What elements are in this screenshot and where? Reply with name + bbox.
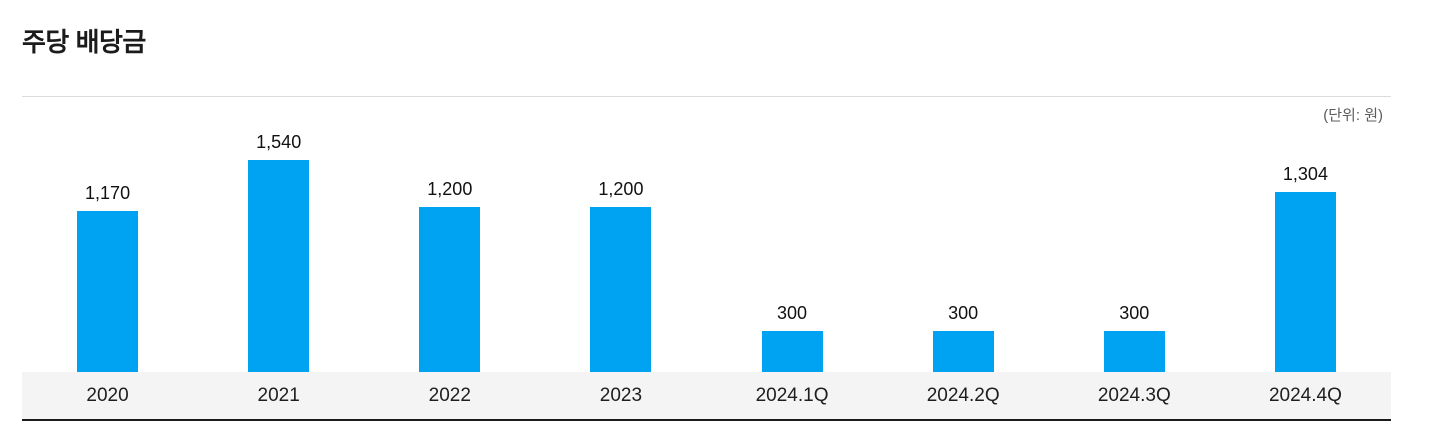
bar-value-label: 1,540 (256, 132, 302, 152)
x-axis-band: 2020 2021 2022 2023 2024.1Q 2024.2Q 2024.3Q 202… (22, 372, 1391, 421)
x-axis-label: 2024.3Q (1097, 384, 1171, 406)
x-axis-label: 2024.2Q (926, 384, 1000, 406)
title-divider (22, 96, 1391, 97)
bar-column: 1,540 (193, 131, 364, 372)
bar-column: 1,200 (535, 178, 706, 372)
bar[interactable] (1274, 192, 1336, 372)
bar-column: 300 (1049, 302, 1220, 372)
bar[interactable] (761, 331, 823, 372)
bar-column: 1,170 (22, 182, 193, 372)
bar-value-label: 1,170 (85, 183, 131, 203)
bar[interactable] (590, 207, 652, 372)
bar-value-label: 1,200 (427, 179, 473, 199)
bar-column: 300 (707, 302, 878, 372)
bar-value-label: 300 (948, 303, 979, 323)
bar[interactable] (248, 160, 310, 372)
bar-value-label: 1,304 (1282, 164, 1328, 184)
bar-value-label: 300 (1119, 303, 1150, 323)
bar[interactable] (77, 211, 139, 372)
bar-value-label: 1,200 (598, 179, 644, 199)
x-axis-label: 2022 (428, 384, 471, 406)
bar-column: 300 (878, 302, 1049, 372)
bar-chart: 1,170 1,540 1,200 1,200 300 300 300 1,304 2020 2… (22, 125, 1391, 421)
x-axis-label: 2024.1Q (755, 384, 829, 406)
x-axis-label: 2023 (599, 384, 643, 406)
bar-value-label: 300 (777, 303, 808, 323)
chart-content: 주당 배당금 (단위: 원) 1,170 1,540 1,200 1,200 300 30… (22, 0, 1391, 421)
x-axis-label: 2024.4Q (1268, 384, 1342, 406)
bar-column: 1,200 (364, 178, 535, 372)
bar-column: 1,304 (1220, 163, 1391, 372)
unit-label: (단위: 원) (1323, 107, 1383, 124)
bars-row: 1,170 1,540 1,200 1,200 300 300 300 1,304 (22, 125, 1391, 372)
page-title: 주당 배당금 (22, 27, 146, 57)
x-axis-label: 2020 (86, 384, 129, 406)
bar[interactable] (932, 331, 994, 372)
x-axis-label: 2021 (257, 384, 300, 406)
bar[interactable] (1103, 331, 1165, 372)
bar[interactable] (419, 207, 481, 372)
